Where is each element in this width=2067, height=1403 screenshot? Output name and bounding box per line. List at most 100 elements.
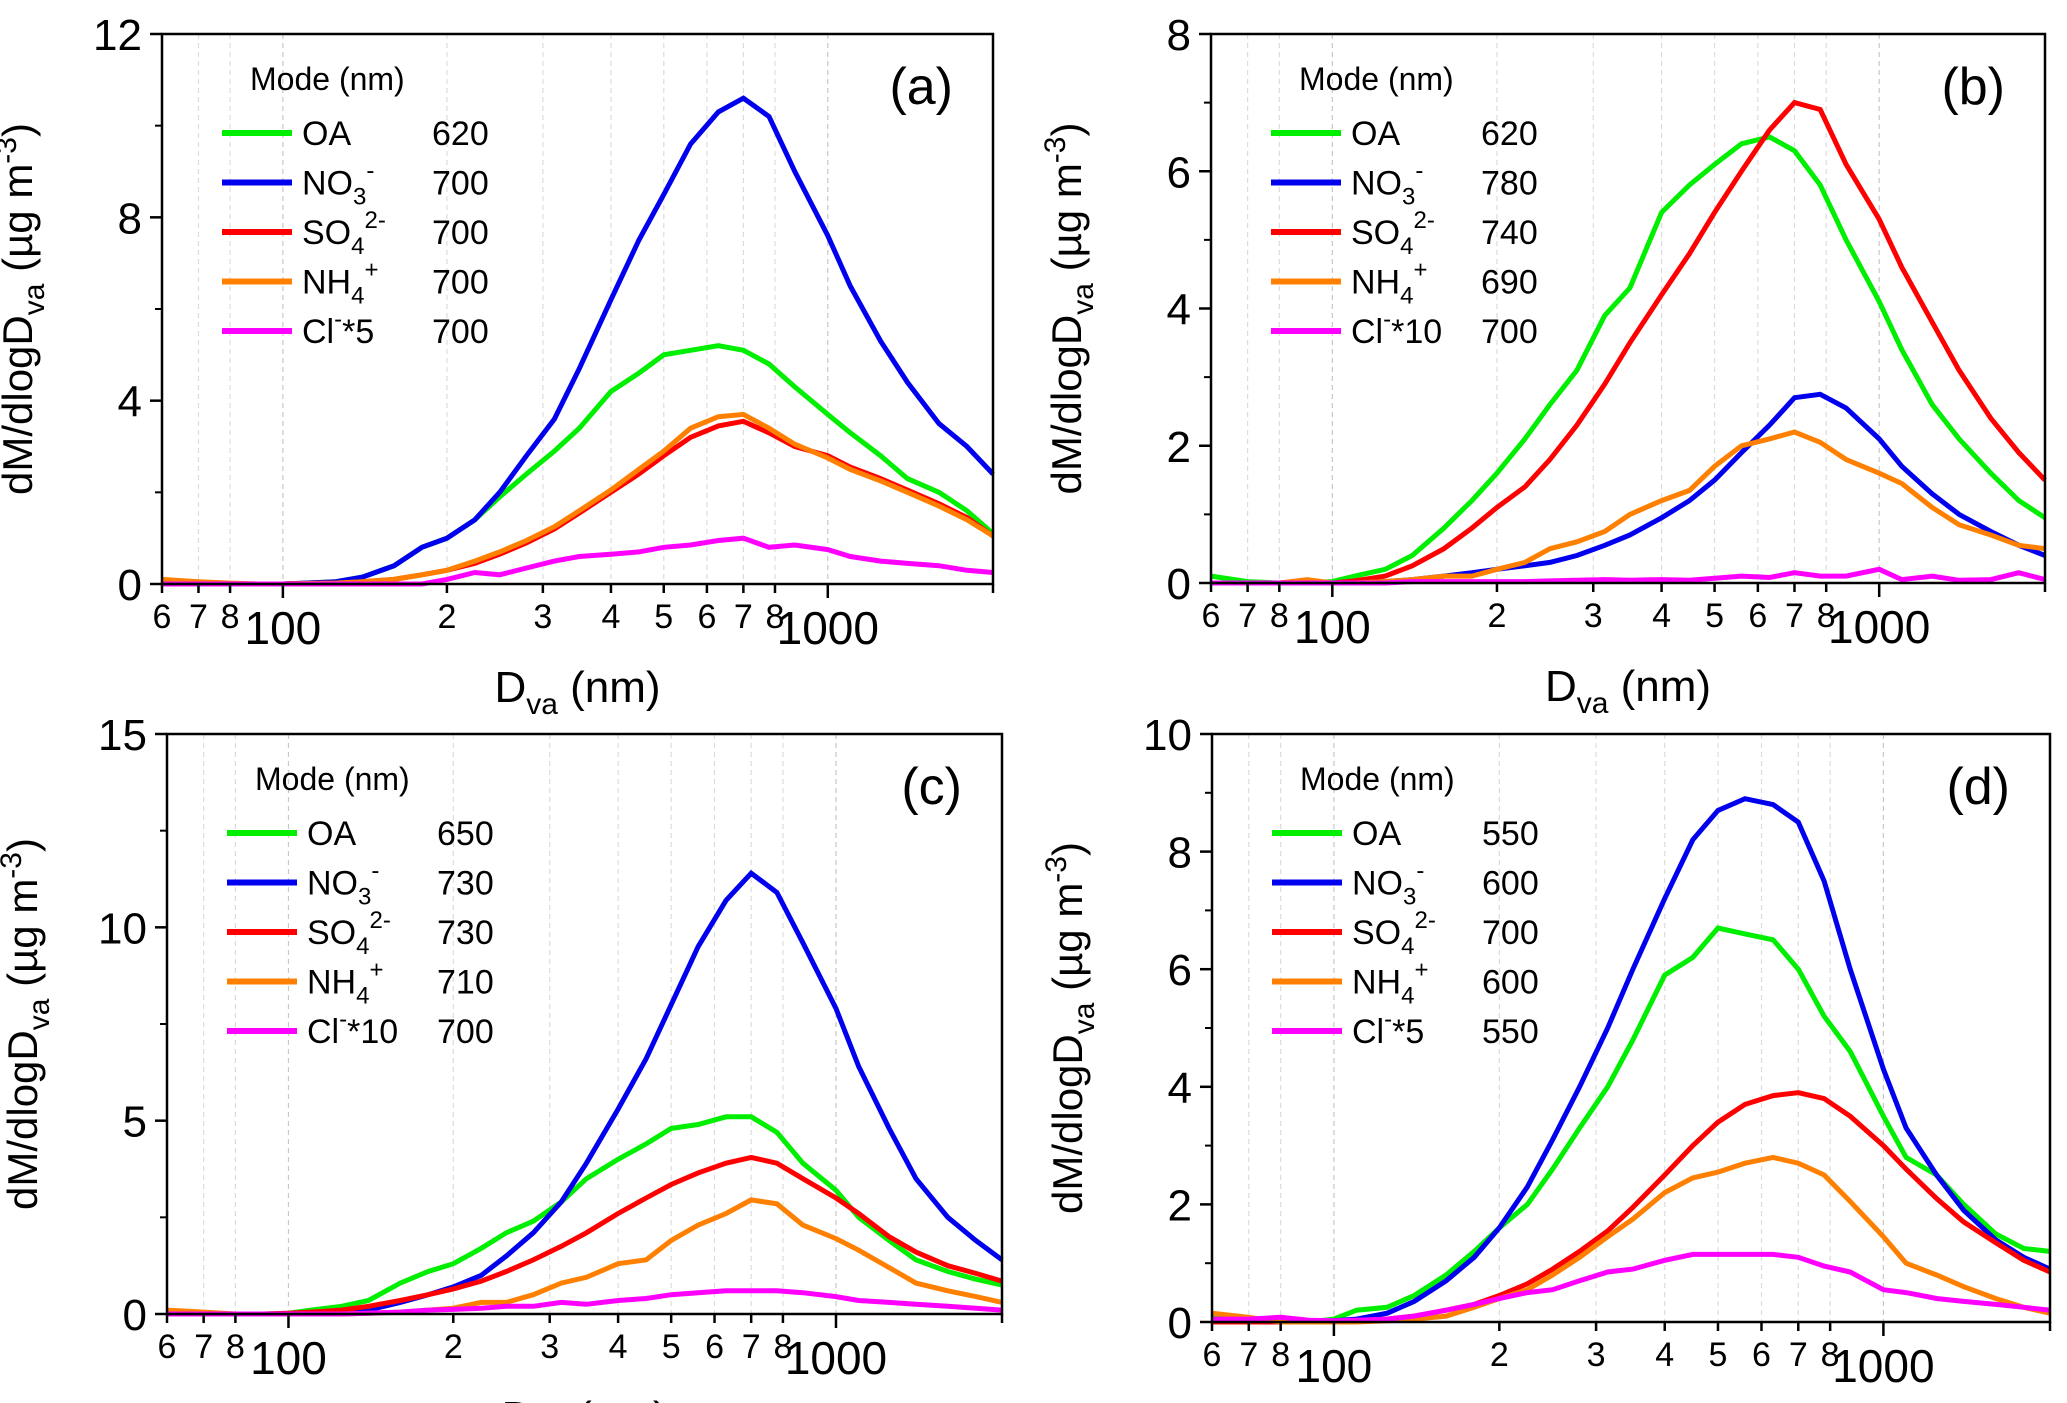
x-tick-label: 100 [250, 1332, 327, 1384]
legend-item: NO3- 730 [227, 858, 494, 911]
y-tick-label: 6 [1168, 946, 1192, 995]
y-axis: 0 4 8 12 [93, 11, 162, 610]
series-line-no3- [1211, 391, 2046, 586]
series-lines [161, 95, 995, 587]
legend-label: SO42- [307, 907, 391, 960]
x-tick-label: 8 [1821, 1336, 1840, 1374]
legend-label: NH4+ [1352, 957, 1428, 1010]
legend-item: NO3- 700 [222, 158, 489, 211]
y-axis: 0 2 4 6 8 [1167, 11, 1211, 609]
legend-mode-value: 620 [1481, 115, 1538, 153]
x-tick-label: 7 [742, 1328, 761, 1366]
x-axis-title: Dva (nm) [501, 1393, 667, 1403]
series-line-oa [1210, 134, 2047, 586]
legend-mode-value: 700 [432, 313, 489, 351]
x-tick-label: 6 [1203, 1336, 1222, 1374]
legend-title: Mode (nm) [1300, 761, 1455, 797]
series-lines [1211, 796, 2052, 1325]
legend-mode-value: 700 [1481, 313, 1538, 351]
y-tick-label: 8 [1167, 11, 1191, 60]
x-tick-label: 7 [1789, 1336, 1808, 1374]
y-tick-label: 4 [118, 378, 142, 427]
legend-mode-value: 700 [1482, 914, 1539, 952]
legend-label: Cl-*10 [307, 1006, 398, 1051]
x-tick-label: 3 [540, 1328, 559, 1366]
legend-item: Cl-*10 700 [227, 1006, 494, 1051]
legend-item: OA 620 [1271, 115, 1538, 153]
x-tick-label: 2 [1490, 1336, 1509, 1374]
x-tick-label: 1000 [1832, 1340, 1934, 1392]
x-tick-label: 6 [158, 1328, 177, 1366]
x-tick-label: 7 [194, 1328, 213, 1366]
legend-mode-value: 690 [1481, 264, 1538, 302]
series-line-no3- [167, 869, 1004, 1317]
x-tick-label: 3 [1587, 1336, 1606, 1374]
x-tick-label: 3 [1584, 597, 1603, 635]
legend-mode-value: 550 [1482, 1013, 1539, 1051]
legend-item: SO42- 740 [1271, 207, 1538, 260]
x-tick-label: 6 [1202, 597, 1221, 635]
series-line-so42- [1212, 1090, 2052, 1325]
x-axis-title: Dva (nm) [494, 663, 660, 721]
y-tick-label: 5 [123, 1098, 147, 1147]
x-axis-title: Dva (nm) [1548, 1401, 1714, 1403]
series-line-oa [1211, 925, 2051, 1325]
grid-lines [1247, 34, 1880, 583]
legend-item: Cl-*5 550 [1272, 1006, 1539, 1051]
legend-title: Mode (nm) [255, 761, 410, 797]
x-tick-label: 8 [773, 1328, 792, 1366]
y-tick-label: 4 [1168, 1064, 1192, 1113]
y-tick-label: 12 [93, 11, 142, 60]
y-tick-label: 0 [1167, 560, 1191, 609]
x-tick-label: 100 [1296, 1340, 1373, 1392]
legend-label: SO42- [1352, 907, 1436, 960]
y-tick-label: 0 [118, 561, 142, 610]
legend-title: Mode (nm) [250, 61, 405, 97]
legend-label: NH4+ [1351, 257, 1427, 310]
x-tick-label: 8 [766, 598, 785, 636]
x-tick-label: 4 [1655, 1336, 1674, 1374]
legend-label: NO3- [1352, 858, 1424, 911]
y-axis-title: dM/dlogDva (µg m-3) [0, 838, 56, 1210]
legend-item: NO3- 600 [1272, 858, 1539, 911]
x-tick-label: 6 [153, 598, 172, 636]
legend-item: SO42- 730 [227, 907, 494, 960]
x-tick-label: 4 [1652, 597, 1671, 635]
legend-mode-value: 710 [437, 964, 494, 1002]
legend-item: NO3- 780 [1271, 158, 1538, 211]
legend: Mode (nm) OA 620 NO3- 780 SO42- 740 NH4+ 690 Cl-*… [1271, 61, 1538, 351]
legend-label: NO3- [307, 858, 379, 911]
x-tick-label: 4 [601, 598, 620, 636]
x-tick-label: 7 [1239, 1336, 1258, 1374]
y-axis-title: dM/dlogDva (µg m-3) [1039, 122, 1100, 494]
legend-label: OA [1351, 115, 1400, 153]
x-tick-label: 8 [221, 598, 240, 636]
x-tick-label: 7 [734, 598, 753, 636]
x-tick-label: 8 [1817, 597, 1836, 635]
x-tick-label: 1000 [1828, 601, 1930, 653]
series-line-oa [161, 343, 995, 587]
y-tick-label: 2 [1167, 423, 1191, 472]
y-tick-label: 8 [1168, 829, 1192, 878]
legend-mode-value: 730 [437, 865, 494, 903]
series-line-nh4- [1211, 429, 2046, 586]
y-axis-title: dM/dlogDva (µg m-3) [1040, 842, 1101, 1214]
x-tick-label: 8 [226, 1328, 245, 1366]
legend-mode-value: 700 [432, 165, 489, 203]
y-axis: 0 5 10 15 [98, 711, 167, 1340]
y-axis-title: dM/dlogDva (µg m-3) [0, 123, 51, 495]
legend-label: NH4+ [307, 957, 383, 1010]
legend-label: OA [1352, 815, 1401, 853]
legend-label: NH4+ [302, 257, 378, 310]
legend-item: NH4+ 700 [222, 257, 489, 310]
x-tick-label: 100 [1294, 601, 1371, 653]
x-tick-label: 5 [1709, 1336, 1728, 1374]
panel-label: (b) [1941, 58, 2005, 116]
x-tick-label: 3 [533, 598, 552, 636]
legend-mode-value: 740 [1481, 214, 1538, 252]
grid-lines [203, 734, 837, 1314]
legend-mode-value: 780 [1481, 165, 1538, 203]
